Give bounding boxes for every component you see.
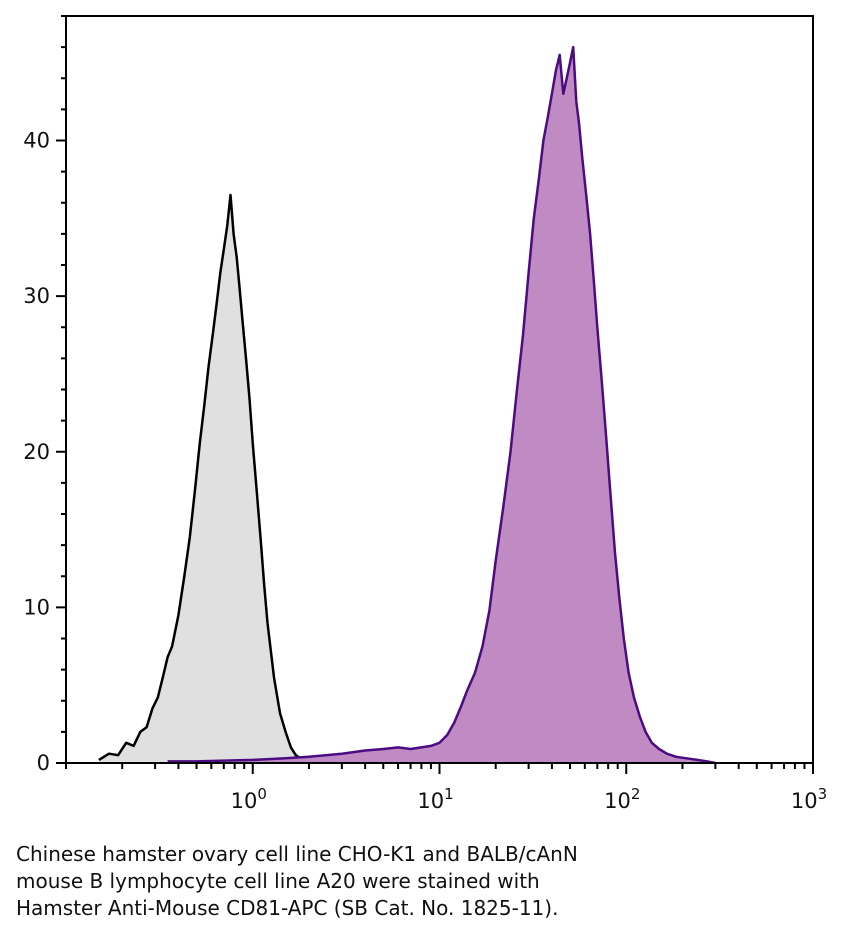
figure-caption: Chinese hamster ovary cell line CHO-K1 a… xyxy=(16,841,826,922)
series-2-area xyxy=(167,47,716,764)
caption-line-2: mouse B lymphocyte cell line A20 were st… xyxy=(16,869,540,893)
caption-line-3: Hamster Anti-Mouse CD81-APC (SB Cat. No.… xyxy=(16,896,559,920)
y-tick-label: 40 xyxy=(23,129,50,153)
y-tick-label: 20 xyxy=(23,440,50,464)
series-2-line xyxy=(167,45,716,765)
x-tick-label: 102 xyxy=(604,785,640,813)
x-tick-exponent: 0 xyxy=(257,785,267,803)
x-tick-exponent: 3 xyxy=(818,785,828,803)
series-layer xyxy=(98,45,716,765)
x-tick-exponent: 1 xyxy=(444,785,454,803)
y-tick-label: 0 xyxy=(37,751,50,775)
series-1-line xyxy=(98,193,310,763)
x-tick-exponent: 2 xyxy=(631,785,641,803)
y-tick-label: 10 xyxy=(23,595,50,619)
x-tick-label: 103 xyxy=(791,785,827,813)
caption-line-1: Chinese hamster ovary cell line CHO-K1 a… xyxy=(16,842,578,866)
series-1-area xyxy=(98,195,310,763)
x-tick-label: 100 xyxy=(231,785,267,813)
x-tick-label: 101 xyxy=(417,785,453,813)
y-tick-label: 30 xyxy=(23,284,50,308)
